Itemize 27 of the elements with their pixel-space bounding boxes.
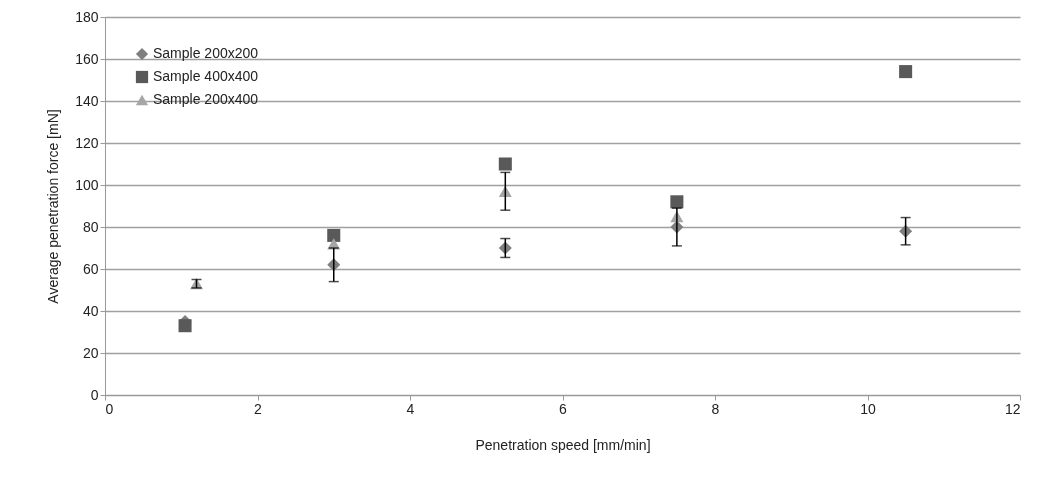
point: [899, 65, 913, 79]
y-tick-label: 180: [75, 8, 99, 25]
y-tick-label: 100: [75, 176, 99, 193]
x-axis-title: Penetration speed [mm/min]: [475, 436, 651, 453]
y-tick-label: 140: [75, 92, 99, 109]
y-tick-label: 20: [82, 344, 99, 361]
x-tick-label: 4: [406, 400, 415, 417]
y-tick-label: 120: [75, 134, 99, 151]
y-tick-label: 60: [82, 260, 99, 277]
y-tick-label: 160: [75, 50, 99, 67]
x-tick-label: 8: [711, 400, 720, 417]
y-tick-label: 80: [82, 218, 99, 235]
y-axis-title: Average penetration force [mN]: [45, 109, 62, 304]
legend-label: Sample 400x400: [153, 68, 259, 84]
legend-label: Sample 200x400: [153, 91, 259, 107]
y-tick-label: 0: [90, 386, 99, 403]
point: [327, 228, 341, 242]
point: [498, 157, 512, 171]
point: [178, 319, 192, 333]
x-tick-label: 2: [254, 400, 263, 417]
x-tick-label: 0: [105, 400, 114, 417]
y-tick-label: 40: [82, 302, 99, 319]
x-tick-label: 10: [860, 400, 876, 417]
x-tick-label: 12: [1004, 400, 1021, 417]
point: [670, 195, 684, 209]
legend-label: Sample 200x200: [153, 45, 259, 61]
x-tick-label: 6: [559, 400, 568, 417]
